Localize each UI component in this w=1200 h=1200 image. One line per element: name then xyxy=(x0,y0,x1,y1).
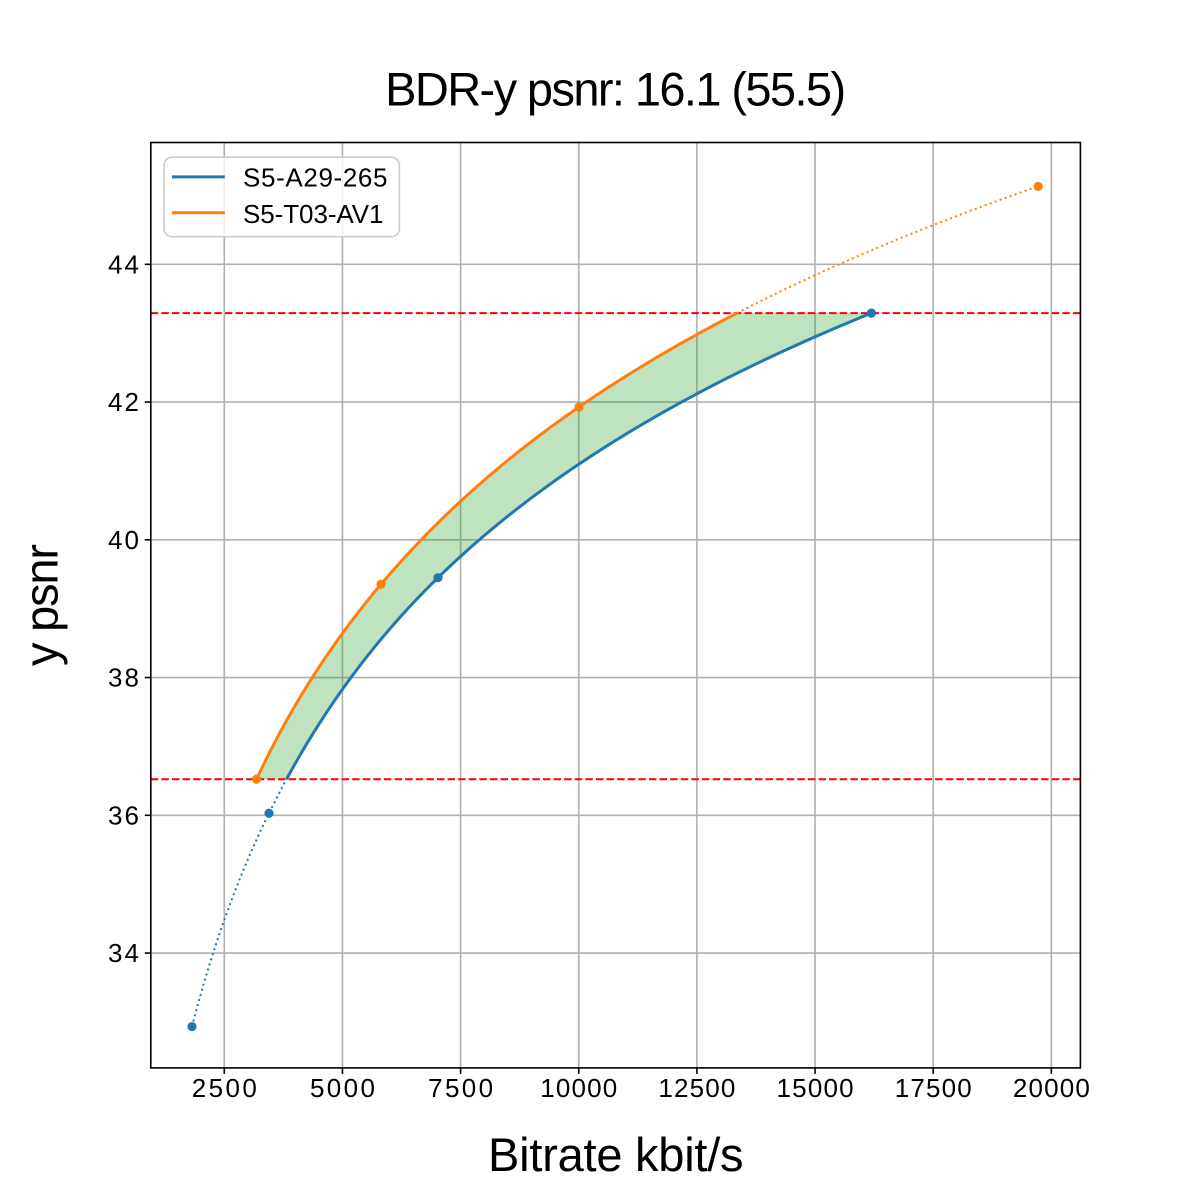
svg-text:S5-A29-265: S5-A29-265 xyxy=(243,162,388,192)
svg-text:S5-T03-AV1: S5-T03-AV1 xyxy=(243,199,384,229)
svg-text:12500: 12500 xyxy=(658,1073,735,1103)
svg-text:17500: 17500 xyxy=(895,1073,972,1103)
svg-text:Bitrate kbit/s: Bitrate kbit/s xyxy=(488,1128,744,1181)
svg-text:10000: 10000 xyxy=(540,1073,617,1103)
svg-text:BDR-y psnr: 16.1 (55.5): BDR-y psnr: 16.1 (55.5) xyxy=(385,63,846,116)
svg-text:20000: 20000 xyxy=(1013,1073,1090,1103)
svg-text:15000: 15000 xyxy=(777,1073,854,1103)
svg-text:y psnr: y psnr xyxy=(15,544,68,666)
